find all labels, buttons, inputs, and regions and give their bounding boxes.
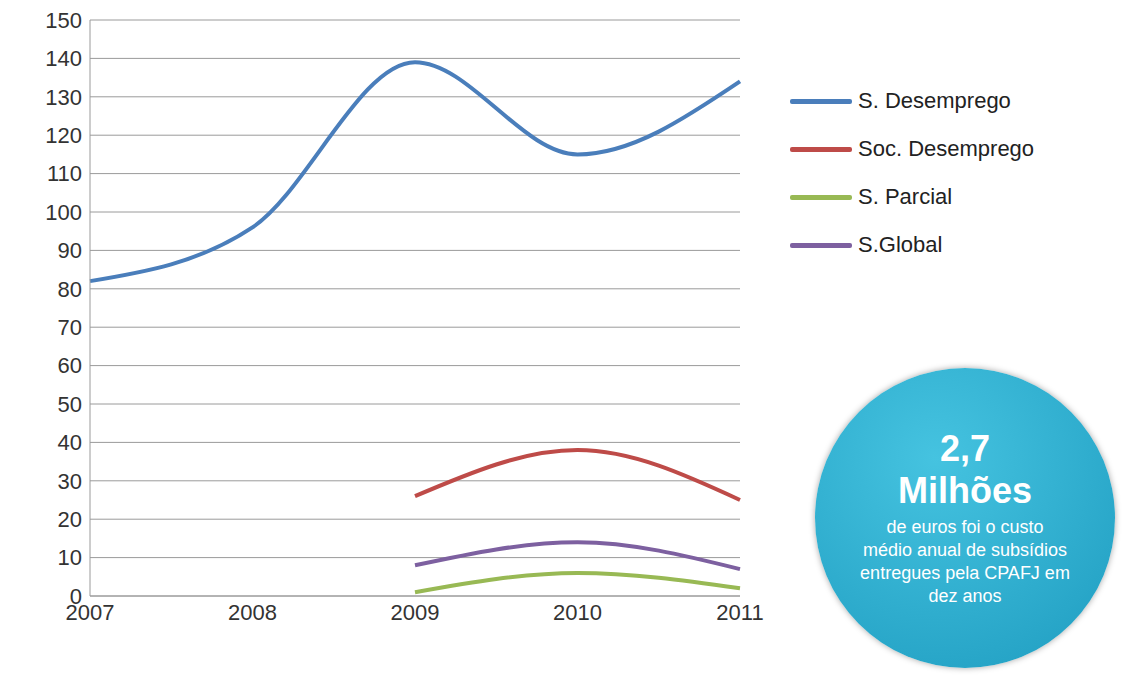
- html-text:S.Global: S.Global: [858, 232, 943, 257]
- svg-text:90: 90: [58, 238, 82, 263]
- svg-text:140: 140: [45, 46, 82, 71]
- html-text:S. Desemprego: S. Desemprego: [858, 88, 1011, 113]
- svg-text:2008: 2008: [228, 600, 277, 625]
- svg-text:120: 120: [45, 123, 82, 148]
- svg-text:80: 80: [58, 277, 82, 302]
- svg-text:50: 50: [58, 392, 82, 417]
- svg-text:150: 150: [45, 8, 82, 33]
- svg-text:30: 30: [58, 469, 82, 494]
- svg-text:2007: 2007: [65, 599, 115, 625]
- svg-text:10: 10: [58, 545, 82, 570]
- html-text:de euros foi o custo médio anu: de euros foi o custo médio anual de subs…: [860, 517, 1070, 606]
- svg-text:70: 70: [58, 315, 82, 340]
- svg-text:2010: 2010: [553, 600, 602, 625]
- svg-text:100: 100: [45, 200, 82, 225]
- html-text:Soc. Desemprego: Soc. Desemprego: [858, 136, 1035, 161]
- svg-text:110: 110: [47, 161, 82, 186]
- svg-text:130: 130: [45, 85, 82, 110]
- svg-text:0: 0: [70, 584, 82, 609]
- svg-text:20: 20: [58, 507, 82, 532]
- html-text:S. Parcial: S. Parcial: [858, 184, 953, 209]
- svg-text:2009: 2009: [391, 600, 440, 625]
- svg-text:40: 40: [58, 430, 82, 455]
- svg-text:2011: 2011: [716, 600, 763, 625]
- svg-text:60: 60: [58, 353, 82, 378]
- html-text:Milhões: Milhões: [898, 470, 1032, 511]
- html-text:2,7: 2,7: [940, 428, 990, 469]
